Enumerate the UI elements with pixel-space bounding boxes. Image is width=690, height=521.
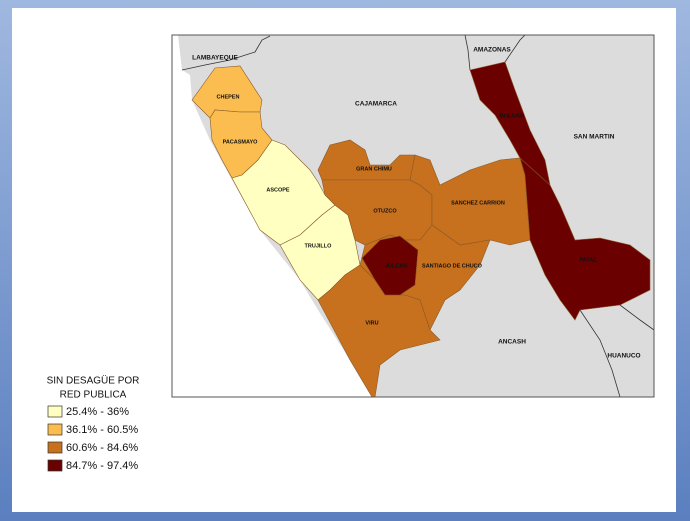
legend-title: SIN DESAGÜE POR [47,375,140,387]
legend-title: RED PUBLICA [60,390,127,401]
department-borders [181,34,655,398]
legend-label: 60.6% - 84.6% [66,442,138,454]
legend-label: 36.1% - 60.5% [66,424,138,436]
legend-swatch [47,459,63,472]
border [504,34,526,63]
legend-swatch [47,405,63,418]
ocean [172,35,372,397]
legend-swatch [47,423,63,436]
legend-label: 84.7% - 97.4% [66,460,138,472]
region-label: GRAN CHIMU [356,166,392,172]
region-label: JULCAN [385,263,407,269]
border [619,304,655,331]
region-label: SANCHEZ CARRION [451,200,505,206]
neighbor-label: HUANUCO [607,353,640,360]
legend-swatch [47,441,63,454]
labels: CHEPEN PACASMAYO ASCOPE TRUJILLO GRAN CHIMU O… [192,47,640,360]
border [579,309,621,398]
region-label: SANTIAGO DE CHUCO [422,263,483,269]
region-label: BOLIVAR [500,113,524,119]
regions [191,61,651,398]
border [464,34,471,71]
neighbor-label: SAN MARTIN [574,134,615,141]
region-label: OTUZCO [373,208,397,214]
border [181,35,271,71]
neighbor-label: LAMBAYEQUE [192,55,238,62]
neighbor-label: ANCASH [498,339,526,346]
region [519,157,651,321]
map-frame [171,34,655,398]
legend-label: 25.4% - 36% [66,406,129,418]
neighbor-label: AMAZONAS [473,47,511,54]
region-label: ASCOPE [266,187,290,193]
region-label: PATAZ [579,257,597,263]
region [279,204,361,301]
region-label: TRUJILLO [305,243,333,249]
region-label: VIRU [365,320,378,326]
region-label: PACASMAYO [223,139,259,145]
neighbor-label: CAJAMARCA [355,101,397,108]
region-label: CHEPEN [217,94,240,100]
region [361,235,419,296]
